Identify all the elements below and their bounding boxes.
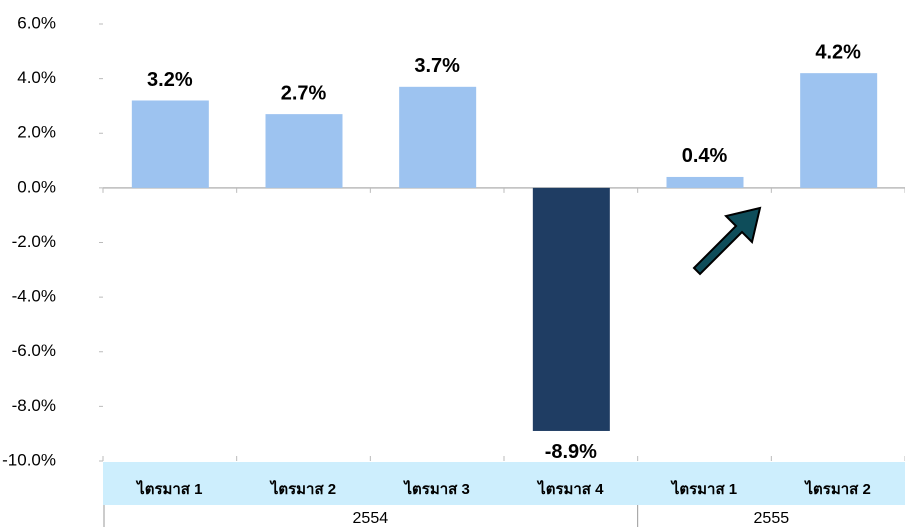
value-label: 4.2%: [815, 41, 861, 63]
bar: [532, 187, 610, 431]
x-tick-label: ไตรมาส 3: [403, 479, 470, 498]
y-tick-label: 2.0%: [17, 123, 56, 142]
y-tick-label: -4.0%: [12, 287, 56, 306]
x-tick-label: ไตรมาส 1: [670, 479, 737, 498]
x-tick-label: ไตรมาส 4: [536, 479, 604, 498]
value-label: 2.7%: [281, 82, 327, 104]
bar: [265, 114, 343, 188]
bar: [131, 100, 209, 188]
y-tick-label: -8.0%: [12, 396, 56, 415]
value-label: -8.9%: [545, 441, 597, 463]
value-label: 3.7%: [414, 55, 460, 77]
x-tick-label: ไตรมาส 1: [135, 479, 202, 498]
y-tick-label: 6.0%: [17, 13, 56, 32]
bar: [800, 73, 878, 188]
y-tick-label: -2.0%: [12, 232, 56, 251]
x-tick-label: ไตรมาส 2: [269, 479, 336, 498]
y-tick-label: 4.0%: [17, 68, 56, 87]
group-label: 2554: [353, 510, 389, 527]
y-tick-label: 0.0%: [17, 177, 56, 196]
bar: [666, 176, 744, 188]
group-label: 2555: [754, 510, 790, 527]
value-label: 3.2%: [147, 69, 193, 91]
category-band: [103, 462, 905, 505]
x-tick-label: ไตรมาส 2: [804, 479, 871, 498]
y-tick-label: -6.0%: [12, 341, 56, 360]
arrow: [692, 206, 762, 276]
value-label: 0.4%: [682, 145, 728, 167]
y-tick-label: -10.0%: [2, 450, 56, 469]
bar: [399, 86, 477, 188]
